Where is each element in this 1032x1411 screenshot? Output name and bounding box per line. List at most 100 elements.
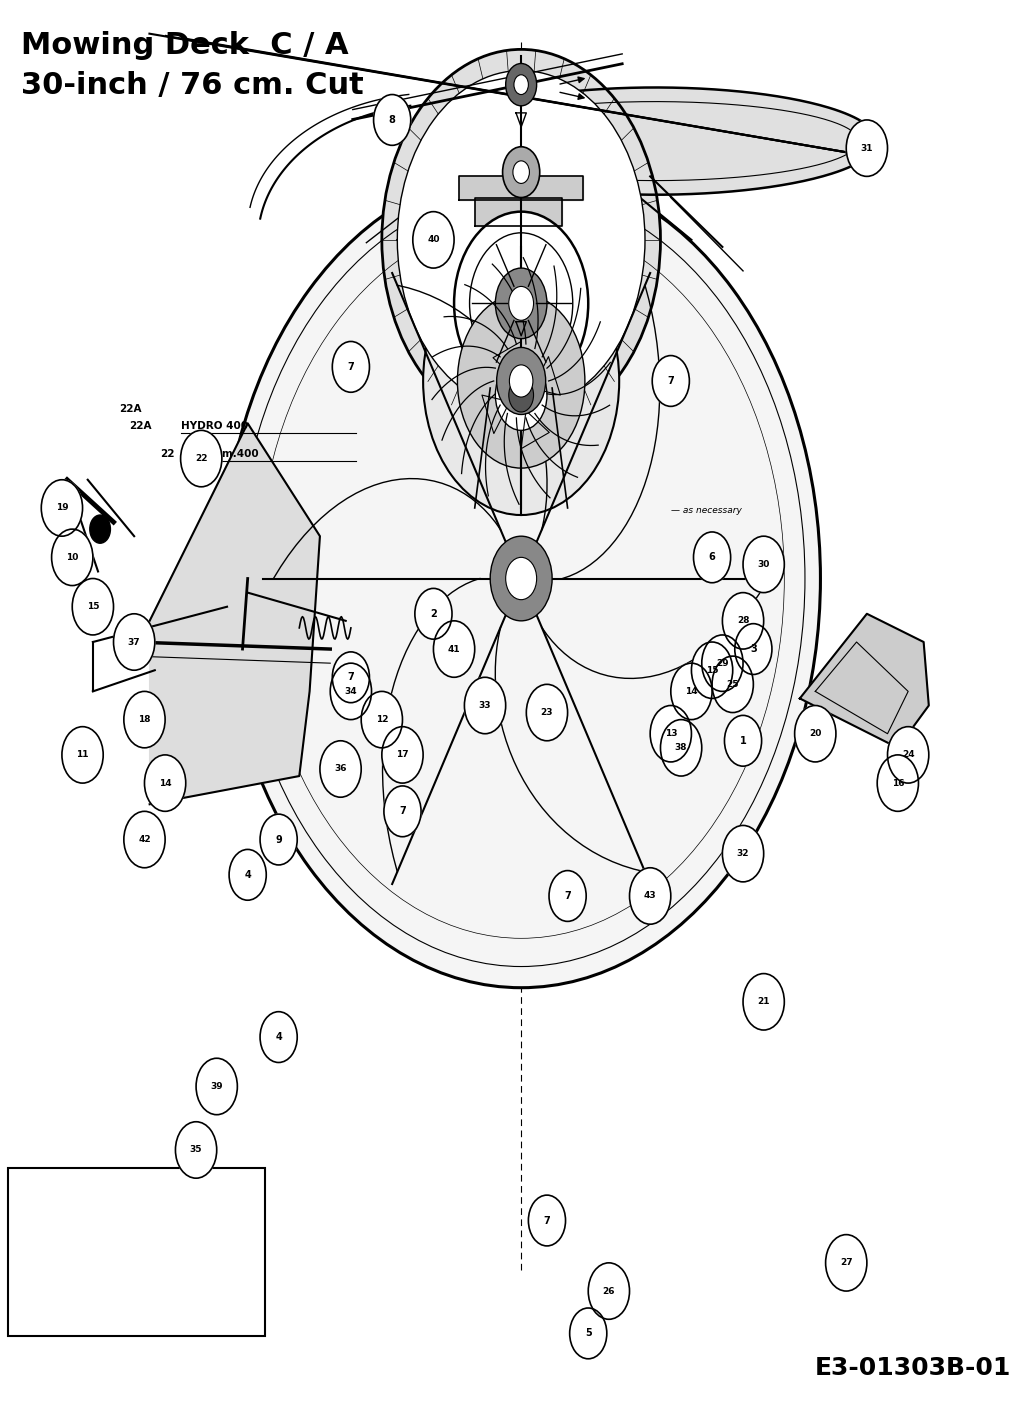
Circle shape	[826, 1235, 867, 1291]
Circle shape	[382, 49, 660, 430]
Text: 28: 28	[737, 617, 749, 625]
Circle shape	[332, 652, 369, 703]
Circle shape	[464, 677, 506, 734]
Circle shape	[702, 635, 743, 691]
Circle shape	[795, 706, 836, 762]
Polygon shape	[459, 176, 583, 200]
Circle shape	[415, 588, 452, 639]
Circle shape	[374, 95, 411, 145]
Circle shape	[490, 536, 552, 621]
Text: 40: 40	[427, 236, 440, 244]
Circle shape	[694, 532, 731, 583]
Text: 3: 3	[750, 643, 756, 655]
Circle shape	[888, 727, 929, 783]
Circle shape	[514, 75, 528, 95]
Text: Mowing Deck  C / A: Mowing Deck C / A	[21, 31, 348, 61]
Text: 32: 32	[737, 849, 749, 858]
Polygon shape	[800, 614, 929, 748]
Text: E3-01303B-01: E3-01303B-01	[815, 1356, 1011, 1380]
Circle shape	[509, 378, 534, 412]
Circle shape	[397, 71, 645, 409]
Circle shape	[528, 1195, 566, 1246]
Text: 7: 7	[399, 806, 406, 817]
Circle shape	[413, 212, 454, 268]
Text: 20: 20	[809, 729, 821, 738]
Circle shape	[743, 974, 784, 1030]
Text: See detached pieces from bladespindle: See detached pieces from bladespindle	[19, 1261, 198, 1270]
Text: 43: 43	[644, 892, 656, 900]
Circle shape	[691, 642, 733, 698]
Text: 18: 18	[138, 715, 151, 724]
Circle shape	[124, 691, 165, 748]
Text: 37: 37	[128, 638, 140, 646]
Text: 22A: 22A	[119, 404, 141, 415]
Circle shape	[41, 480, 83, 536]
Circle shape	[260, 1012, 297, 1062]
Text: 21: 21	[757, 998, 770, 1006]
Text: 10: 10	[66, 553, 78, 562]
Circle shape	[652, 356, 689, 406]
Circle shape	[509, 286, 534, 320]
Text: 42: 42	[138, 835, 151, 844]
Circle shape	[660, 720, 702, 776]
Text: 35: 35	[190, 1146, 202, 1154]
Circle shape	[495, 360, 547, 430]
Circle shape	[124, 811, 165, 868]
Text: 24: 24	[902, 751, 914, 759]
Text: 14: 14	[685, 687, 698, 696]
Circle shape	[196, 1058, 237, 1115]
Text: 38: 38	[675, 744, 687, 752]
Circle shape	[570, 1308, 607, 1359]
Circle shape	[549, 871, 586, 921]
Polygon shape	[482, 395, 510, 433]
Text: HYDRO 400: HYDRO 400	[181, 420, 248, 432]
Circle shape	[671, 663, 712, 720]
Circle shape	[724, 715, 762, 766]
Circle shape	[229, 849, 266, 900]
Text: 30-inch / 76 cm. Cut: 30-inch / 76 cm. Cut	[21, 71, 363, 100]
Circle shape	[513, 161, 529, 183]
Text: 9: 9	[276, 834, 282, 845]
Text: 7: 7	[668, 375, 674, 387]
Text: 31: 31	[861, 144, 873, 152]
Circle shape	[510, 365, 533, 396]
Circle shape	[320, 741, 361, 797]
Circle shape	[506, 557, 537, 600]
Circle shape	[735, 624, 772, 674]
Circle shape	[144, 755, 186, 811]
Text: 12: 12	[376, 715, 388, 724]
Circle shape	[423, 247, 619, 515]
Text: Transm.400: Transm.400	[191, 449, 259, 460]
Circle shape	[332, 341, 369, 392]
Circle shape	[722, 593, 764, 649]
Text: 26: 26	[603, 1287, 615, 1295]
Circle shape	[384, 786, 421, 837]
Text: Siehe Einzelteile Messerspindel: Siehe Einzelteile Messerspindel	[19, 1205, 162, 1213]
Circle shape	[495, 268, 547, 339]
Text: 5: 5	[585, 1328, 591, 1339]
Text: voir piece au detail l'axe de lame: voir piece au detail l'axe de lame	[19, 1319, 170, 1328]
Polygon shape	[533, 357, 560, 395]
Text: 8: 8	[389, 114, 395, 126]
Circle shape	[743, 536, 784, 593]
Circle shape	[454, 212, 588, 395]
Text: 23: 23	[541, 708, 553, 717]
Text: ACHTUNG!: ACHTUNG!	[19, 1185, 80, 1195]
Text: 2: 2	[430, 608, 437, 619]
Circle shape	[457, 293, 585, 468]
Circle shape	[433, 621, 475, 677]
Text: 7: 7	[348, 361, 354, 373]
Circle shape	[222, 169, 820, 988]
Circle shape	[588, 1263, 630, 1319]
Polygon shape	[433, 87, 877, 195]
Text: 19: 19	[56, 504, 68, 512]
Text: 17: 17	[396, 751, 409, 759]
Text: 16: 16	[892, 779, 904, 787]
Circle shape	[90, 515, 110, 543]
Polygon shape	[475, 198, 562, 226]
Text: ATTENTION!: ATTENTION!	[19, 1300, 90, 1309]
Circle shape	[846, 120, 888, 176]
Text: 22: 22	[160, 449, 174, 460]
Text: ATTENTION!: ATTENTION!	[19, 1243, 90, 1253]
Text: 29: 29	[716, 659, 729, 667]
